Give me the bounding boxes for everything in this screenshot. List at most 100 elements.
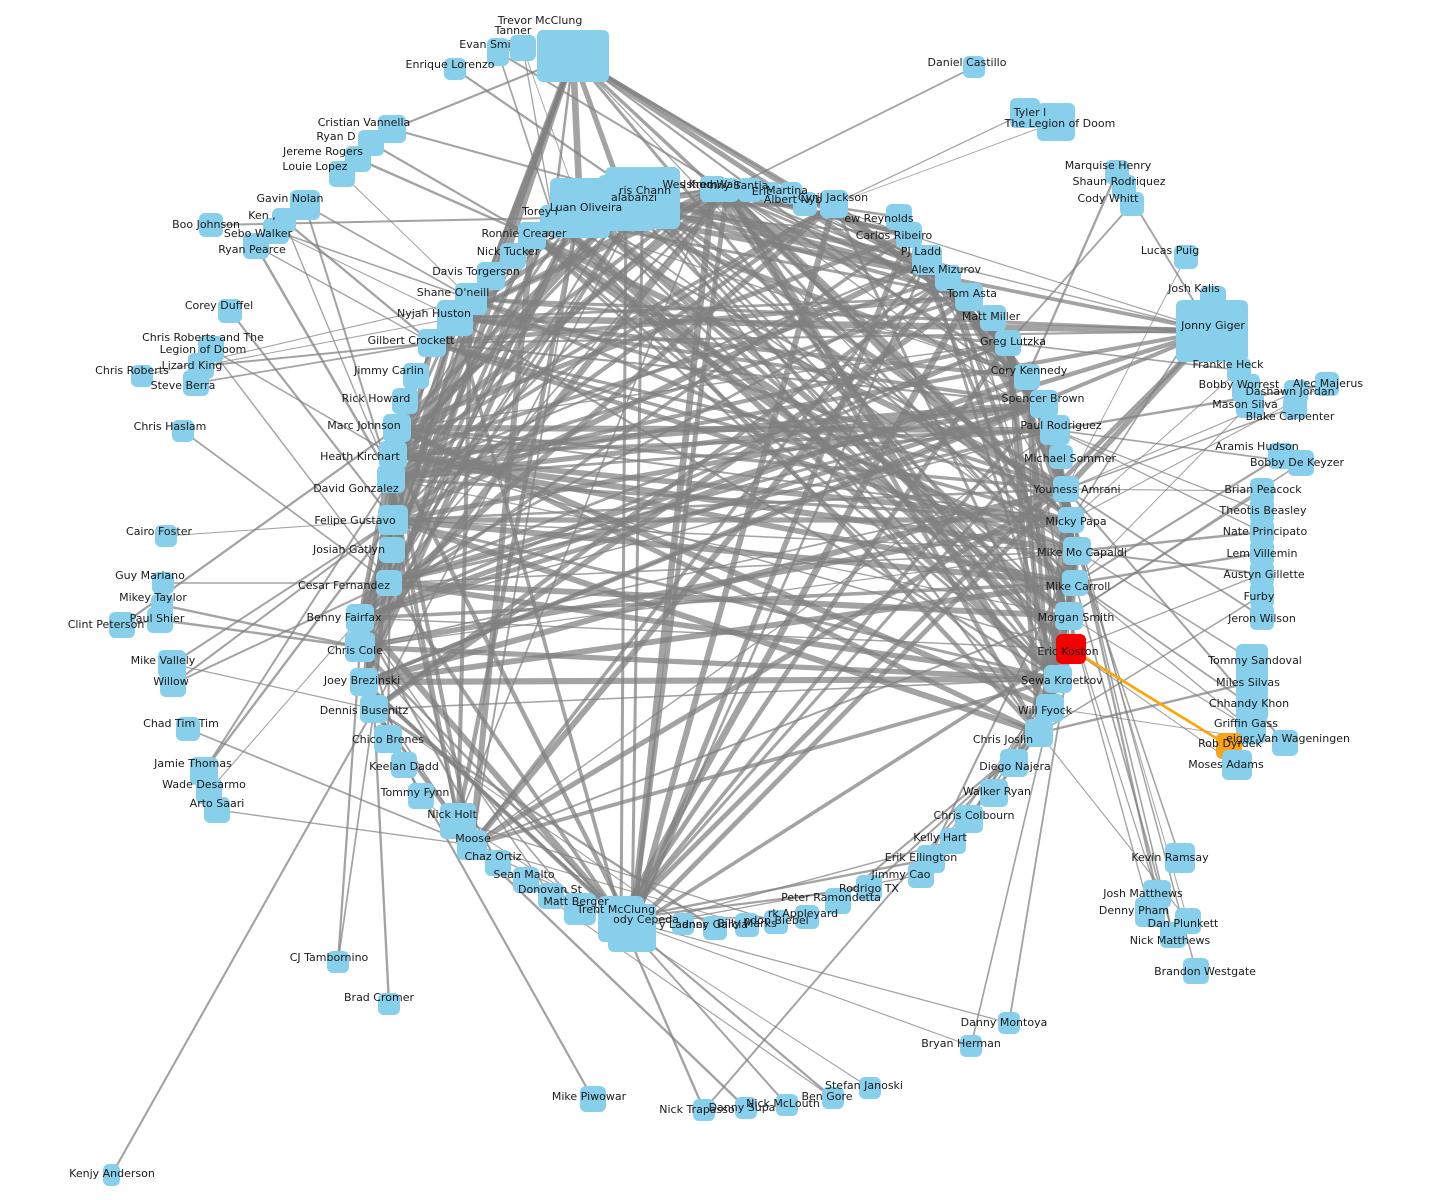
graph-node-geiger-van-wageningen[interactable]	[1272, 730, 1298, 756]
graph-node-mark-appleyard[interactable]	[795, 905, 819, 929]
graph-node-kevin-ramsay[interactable]	[1165, 843, 1195, 873]
graph-node-nick-matthews[interactable]	[1160, 922, 1186, 948]
graph-node-jonny-giger[interactable]	[1176, 300, 1248, 362]
graph-node-chico-brenes[interactable]	[374, 725, 402, 753]
graph-node-chris-roberts[interactable]	[131, 365, 153, 387]
graph-node-jimmy-carlin[interactable]	[403, 363, 429, 389]
graph-node-nick-trapasso[interactable]	[693, 1099, 715, 1121]
graph-node-boo-johnson[interactable]	[199, 213, 223, 237]
graph-node-eric-x[interactable]	[760, 182, 780, 202]
graph-node-rodrigo-tx[interactable]	[856, 875, 882, 901]
graph-node-mason-silva[interactable]	[1236, 390, 1264, 418]
graph-node-greg-lutzka[interactable]	[995, 330, 1021, 356]
graph-node-matt-berger[interactable]	[564, 893, 596, 925]
graph-node-carlos-ribeiro[interactable]	[896, 222, 922, 248]
graph-node-denny-pham[interactable]	[1135, 897, 1165, 927]
graph-node-cj-tambornino[interactable]	[327, 951, 349, 973]
graph-node-lucas-puig[interactable]	[1174, 245, 1198, 269]
graph-node-legion-of-doom-tyler[interactable]	[1037, 103, 1075, 141]
graph-node-blake-carpenter[interactable]	[1283, 395, 1307, 419]
graph-node-cesar-fernandez[interactable]	[376, 570, 402, 596]
graph-node-tyler-l[interactable]	[1010, 98, 1040, 128]
graph-node-cody-cepeda[interactable]	[608, 904, 656, 952]
graph-node-jeron-wilson[interactable]	[1250, 604, 1274, 630]
graph-node-donovan-st[interactable]	[538, 883, 564, 909]
graph-node-cairo-foster[interactable]	[155, 525, 177, 547]
graph-node-peter-ramondetta[interactable]	[825, 888, 851, 914]
graph-node-willow[interactable]	[160, 671, 186, 697]
graph-node-michael-sommer[interactable]	[1049, 445, 1073, 469]
graph-node-mike-carroll[interactable]	[1062, 570, 1088, 596]
graph-node-eric-koston[interactable]	[1056, 634, 1086, 664]
graph-node-felipe-gustavo[interactable]	[378, 505, 408, 535]
graph-node-danny-garcia[interactable]	[703, 916, 727, 940]
graph-node-louie-lopez[interactable]	[329, 161, 355, 187]
graph-node-arto-saari[interactable]	[204, 797, 230, 823]
graph-node-danny-supa[interactable]	[735, 1097, 757, 1119]
graph-node-benny-fairfax[interactable]	[346, 604, 374, 632]
graph-node-furby[interactable]	[1250, 582, 1274, 608]
graph-node-chris-haslam[interactable]	[172, 420, 194, 442]
graph-node-keelan-dadd[interactable]	[391, 752, 417, 778]
graph-node-dennis-busenitz[interactable]	[360, 695, 388, 723]
graph-node-enrique-lorenzo[interactable]	[444, 58, 466, 80]
graph-node-paul-rodriguez[interactable]	[1040, 415, 1070, 445]
graph-node-morgan-smith[interactable]	[1055, 602, 1083, 630]
graph-node-bryan-herman[interactable]	[960, 1035, 982, 1057]
graph-node-trevor-mcclung[interactable]	[537, 30, 609, 82]
graph-node-gilbert-crockett[interactable]	[418, 329, 446, 357]
graph-node-joey-brezinski[interactable]	[350, 668, 378, 696]
graph-node-chaz-ortiz[interactable]	[485, 850, 511, 876]
graph-node-cory-kennedy[interactable]	[1014, 364, 1040, 390]
graph-node-sewa-kroetkov[interactable]	[1044, 665, 1072, 693]
graph-node-moose[interactable]	[457, 830, 487, 860]
graph-node-kenjy-anderson[interactable]	[103, 1164, 120, 1186]
graph-node-steve-berra[interactable]	[183, 370, 209, 396]
graph-node-brandon-westgate[interactable]	[1183, 958, 1209, 984]
graph-node-ben-gore[interactable]	[822, 1087, 844, 1109]
graph-node-spencer-brown[interactable]	[1030, 390, 1058, 418]
graph-node-danny-montoya[interactable]	[998, 1012, 1020, 1034]
graph-node-moses-adams[interactable]	[1222, 750, 1252, 780]
graph-node-ryan-pearce[interactable]	[243, 233, 269, 259]
graph-node-corey-duffel[interactable]	[218, 299, 242, 323]
graph-node-bobby-de-keyzer[interactable]	[1288, 450, 1314, 476]
graph-node-youness-amrani[interactable]	[1053, 476, 1079, 502]
graph-node-chris-joslin[interactable]	[1025, 719, 1053, 747]
graph-node-manny-santiago[interactable]	[738, 178, 762, 202]
graph-node-will-fyock[interactable]	[1036, 694, 1064, 722]
graph-node-brandon-biebel[interactable]	[764, 910, 788, 934]
graph-node-nick-mclouth[interactable]	[776, 1094, 798, 1116]
graph-node-heath-kirchart[interactable]	[379, 441, 407, 469]
graph-node-evan-smith[interactable]	[487, 38, 509, 66]
graph-node-jimmy-cao[interactable]	[908, 862, 934, 888]
graph-node-cyril-jackson[interactable]	[820, 190, 848, 218]
graph-node-walker-ryan[interactable]	[980, 779, 1008, 807]
graph-node-ty-ladner[interactable]	[672, 913, 694, 935]
graph-node-albert-nyb[interactable]	[793, 192, 817, 216]
graph-node-sean-malto[interactable]	[513, 867, 539, 893]
graph-node-david-gonzalez[interactable]	[377, 465, 405, 493]
graph-node-billy-marks[interactable]	[735, 913, 759, 937]
graph-node-clint-peterson[interactable]	[109, 612, 135, 638]
graph-node-brad-cromer[interactable]	[378, 993, 400, 1015]
graph-node-marc-johnson[interactable]	[383, 414, 411, 442]
graph-node-tom-asta[interactable]	[955, 283, 983, 311]
graph-node-paul-shier[interactable]	[147, 607, 173, 633]
graph-node-diego-najera[interactable]	[1000, 749, 1028, 777]
graph-node-tanner[interactable]	[510, 35, 536, 61]
graph-node-guy-mariano[interactable]	[152, 572, 174, 594]
graph-node-ishod-wair[interactable]	[715, 178, 739, 202]
graph-node-tommy-fynn[interactable]	[408, 783, 434, 809]
graph-node-daniel-castillo[interactable]	[963, 56, 985, 78]
graph-node-chris-cole[interactable]	[345, 632, 375, 662]
graph-node-alec-majerus[interactable]	[1315, 372, 1339, 396]
graph-node-rick-howard[interactable]	[392, 388, 418, 414]
graph-node-micky-papa[interactable]	[1058, 507, 1084, 533]
graph-node-mike-mo-capaldi[interactable]	[1063, 537, 1091, 565]
graph-node-chad-tim-tim[interactable]	[176, 717, 200, 741]
graph-node-matt-miller[interactable]	[980, 305, 1006, 331]
graph-node-stefan-janoski[interactable]	[859, 1077, 881, 1099]
graph-node-mike-piwowar[interactable]	[580, 1086, 606, 1112]
